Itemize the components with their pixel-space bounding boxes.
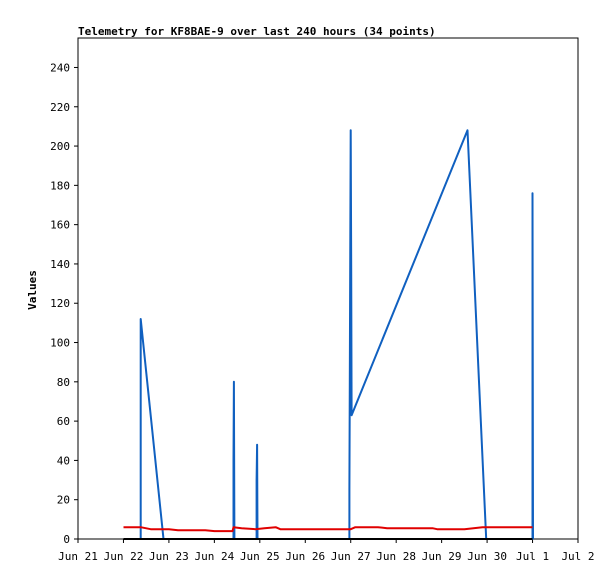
y-axis: 0 20 40 60 80 100 120 140 160 180 200 220 240 [50, 61, 78, 546]
y-tick-label: 220 [50, 101, 70, 114]
x-tick-label: Jun 21 [58, 550, 98, 563]
x-tick-label: Jun 25 [240, 550, 280, 563]
x-tick-label: Jul 2 [561, 550, 594, 563]
x-axis: Jun 21 Jun 22 Jun 23 Jun 24 Jun 25 Jun 26 Jun … [58, 539, 595, 563]
y-tick-label: 60 [57, 415, 70, 428]
y-axis-label: Values [26, 270, 39, 310]
y-tick-label: 100 [50, 337, 70, 350]
x-tick-label: Jun 24 [194, 550, 234, 563]
series-line-2 [123, 526, 533, 533]
y-tick-label: 80 [57, 376, 70, 389]
y-tick-label: 160 [50, 219, 70, 232]
x-tick-label: Jun 27 [331, 550, 371, 563]
x-tick-label: Jun 30 [467, 550, 507, 563]
x-tick-label: Jun 29 [422, 550, 462, 563]
x-tick-label: Jun 28 [376, 550, 416, 563]
y-tick-label: 240 [50, 61, 70, 74]
y-tick-label: 200 [50, 140, 70, 153]
chart-title: Telemetry for KF8BAE-9 over last 240 hou… [78, 25, 436, 38]
x-tick-label: Jun 22 [104, 550, 144, 563]
y-tick-label: 0 [63, 533, 70, 546]
y-tick-label: 180 [50, 179, 70, 192]
plot-area [77, 37, 579, 540]
y-tick-label: 140 [50, 258, 70, 271]
x-tick-label: Jun 23 [149, 550, 189, 563]
x-tick-label: Jun 26 [285, 550, 325, 563]
y-tick-label: 40 [57, 454, 70, 467]
x-tick-label: Jul 1 [516, 550, 549, 563]
plot-frame [77, 37, 579, 540]
y-tick-label: 20 [57, 494, 70, 507]
y-tick-label: 120 [50, 297, 70, 310]
series-layer [123, 129, 534, 540]
